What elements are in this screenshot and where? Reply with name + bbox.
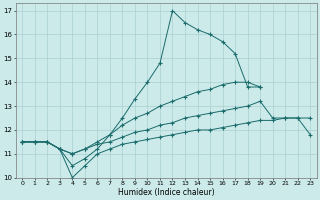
X-axis label: Humidex (Indice chaleur): Humidex (Indice chaleur)	[118, 188, 214, 197]
